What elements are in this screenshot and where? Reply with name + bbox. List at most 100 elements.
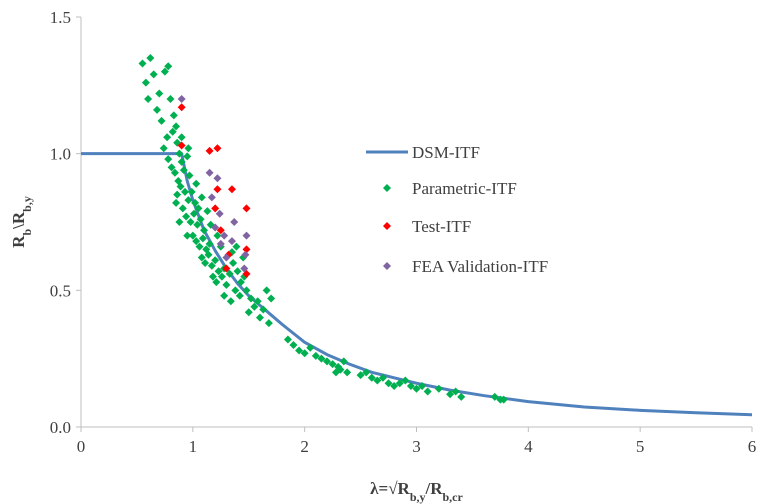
data-point	[300, 349, 309, 358]
data-point	[170, 168, 179, 177]
data-point	[242, 204, 251, 213]
data-point	[176, 182, 185, 191]
data-point	[244, 308, 253, 317]
axes: 0 1 2 3 4 5 6 0.0 0.5 1.0 1.5	[50, 8, 757, 456]
data-point	[213, 231, 222, 240]
data-point	[378, 373, 387, 382]
y-axis-title: Rb\Rb,y	[9, 196, 34, 248]
data-point	[181, 187, 190, 196]
data-point	[160, 67, 169, 76]
data-point	[188, 231, 197, 240]
data-point	[193, 220, 202, 229]
series-layer	[81, 54, 753, 417]
data-point	[166, 95, 175, 103]
data-point	[169, 111, 178, 120]
data-point	[264, 319, 273, 328]
data-point	[211, 256, 220, 265]
data-point	[207, 193, 216, 202]
data-point	[233, 267, 242, 276]
data-point	[185, 171, 194, 180]
data-point	[216, 226, 225, 235]
legend-label: DSM-ITF	[412, 143, 480, 162]
data-point	[423, 387, 432, 396]
data-point	[141, 78, 150, 87]
data-point	[214, 267, 223, 276]
data-point	[178, 204, 187, 213]
data-point	[242, 245, 251, 254]
data-point	[138, 59, 147, 68]
x-tick-label: 4	[524, 437, 533, 456]
data-point	[184, 196, 193, 205]
data-point	[211, 223, 220, 232]
legend-marker-swatch	[383, 222, 391, 230]
data-point	[163, 133, 172, 142]
data-point	[207, 261, 216, 270]
data-point	[183, 152, 192, 161]
data-point	[390, 382, 399, 390]
data-point	[168, 127, 177, 136]
data-point	[164, 62, 173, 71]
data-point	[201, 259, 210, 267]
data-point	[222, 280, 231, 289]
x-tick-label: 1	[189, 437, 198, 456]
data-point	[187, 187, 196, 196]
data-point	[384, 379, 393, 388]
data-point	[229, 259, 238, 267]
data-point	[203, 207, 212, 216]
data-point	[343, 368, 352, 377]
data-point	[186, 218, 195, 226]
y-tick-label: 0.0	[50, 418, 71, 437]
data-point	[215, 209, 224, 218]
legend-label: FEA Validation-ITF	[412, 257, 548, 276]
legend-label: Parametric-ITF	[412, 179, 517, 198]
axis-title-subscript: b,y	[20, 196, 34, 212]
data-point	[373, 376, 382, 385]
data-point	[175, 149, 184, 158]
legend-item-dsm-itf: DSM-ITF	[366, 143, 480, 162]
data-point	[418, 382, 427, 390]
legend-item-test-itf: Test-ITF	[383, 217, 471, 236]
y-tick-label: 1.5	[50, 8, 71, 27]
data-point	[173, 190, 182, 199]
data-point	[212, 278, 221, 287]
data-point	[267, 294, 276, 303]
data-point	[213, 174, 222, 183]
data-point	[227, 185, 236, 194]
data-point	[225, 269, 234, 278]
data-point	[177, 95, 186, 103]
data-point	[339, 357, 348, 366]
data-point	[412, 384, 421, 393]
legend-item-parametric-itf: Parametric-ITF	[383, 179, 517, 198]
axis-title-subscript: b,y	[410, 490, 426, 504]
data-point	[177, 157, 186, 166]
axis-title-part: λ=√R	[370, 479, 410, 498]
data-point	[192, 179, 201, 188]
data-point	[205, 146, 214, 155]
data-point	[490, 392, 499, 401]
data-point	[172, 122, 181, 131]
data-point	[231, 286, 240, 295]
data-point	[211, 204, 220, 213]
data-point	[232, 242, 241, 251]
data-point	[205, 168, 214, 177]
data-point	[177, 141, 186, 150]
data-point	[222, 264, 231, 273]
series-line-dsm-itf	[81, 152, 753, 417]
data-point	[250, 302, 259, 311]
data-point	[323, 357, 332, 366]
data-point	[283, 335, 292, 344]
legend-marker-swatch	[383, 262, 391, 270]
data-point	[189, 209, 198, 218]
data-point	[226, 297, 235, 306]
data-point	[198, 234, 207, 243]
data-point	[235, 291, 244, 300]
x-tick-label: 5	[636, 437, 645, 456]
data-point	[434, 384, 443, 393]
data-point	[204, 250, 213, 259]
data-point	[457, 392, 466, 401]
data-point	[242, 231, 251, 240]
x-tick-label: 6	[748, 437, 757, 456]
legend-label: Test-ITF	[412, 217, 471, 236]
data-point	[183, 231, 192, 240]
